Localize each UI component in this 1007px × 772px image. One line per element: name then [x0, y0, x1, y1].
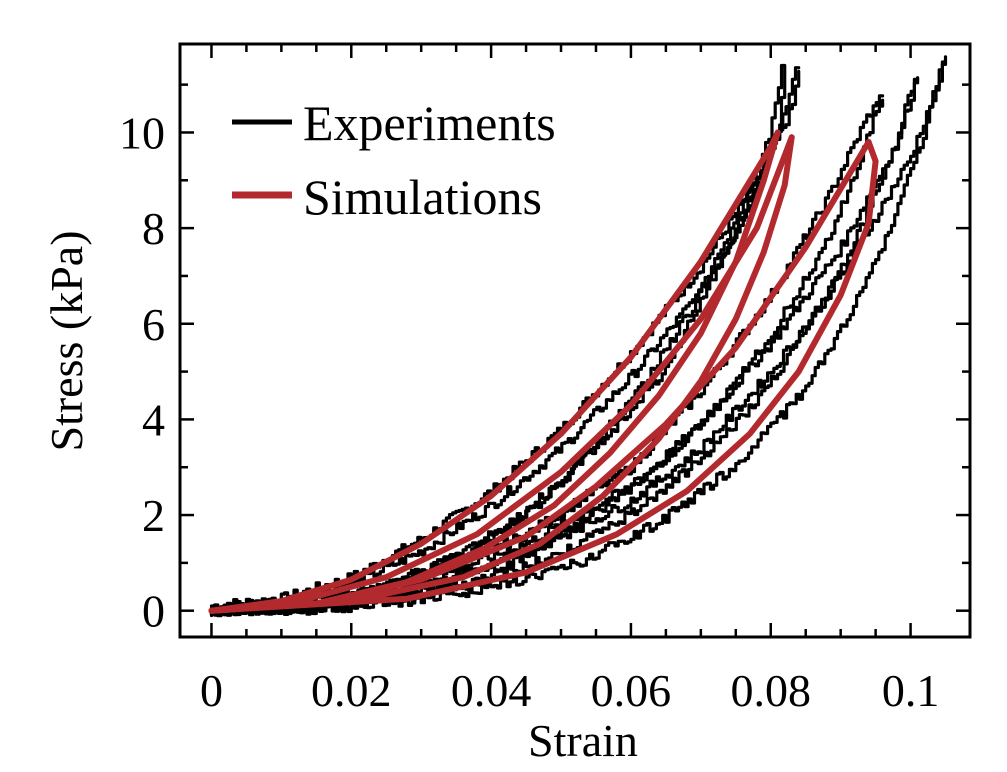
simulation-curve-1-loading — [208, 134, 795, 614]
plot-curves — [208, 55, 948, 618]
y-axis-title: Stress (kPa) — [41, 230, 92, 451]
y-tick-label: 2 — [142, 490, 165, 541]
y-tick-label: 6 — [142, 299, 165, 350]
y-tick-label: 10 — [119, 107, 165, 158]
x-axis-title: Strain — [528, 715, 638, 766]
plot-frame — [178, 42, 972, 639]
y-tick-label: 0 — [142, 586, 165, 637]
legend: Experiments Simulations — [232, 95, 556, 225]
simulation-curve-1-unloading — [208, 134, 795, 614]
simulation-curve-2-loading — [208, 139, 872, 614]
y-tick-label: 8 — [142, 203, 165, 254]
x-tick-label: 0.06 — [591, 665, 672, 716]
legend-label-experiments: Experiments — [303, 95, 556, 151]
x-tick-label: 0.08 — [731, 665, 812, 716]
series-simulations — [208, 129, 879, 614]
tick-labels: 0 0.02 0.04 0.06 0.08 0.1 0 2 4 6 8 10 — [119, 107, 939, 716]
simulation-curve-0-loading — [208, 129, 781, 614]
y-tick-label: 4 — [142, 394, 165, 445]
x-tick-label: 0.04 — [451, 665, 532, 716]
x-tick-label: 0.1 — [882, 665, 940, 716]
legend-label-simulations: Simulations — [303, 169, 542, 225]
simulation-curve-2-unloading — [208, 139, 879, 614]
x-tick-label: 0.02 — [311, 665, 392, 716]
axis-ticks — [180, 44, 970, 637]
experiment-curve-4-unloading — [209, 60, 948, 618]
x-tick-label: 0 — [200, 665, 223, 716]
